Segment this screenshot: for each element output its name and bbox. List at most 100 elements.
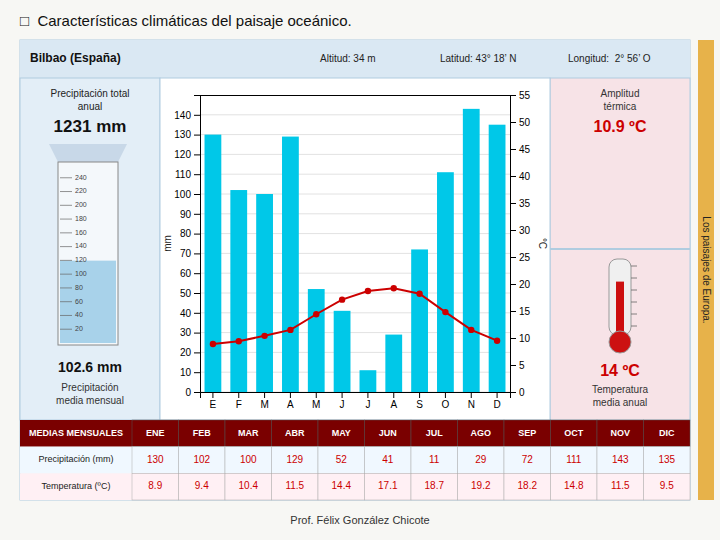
table-value: 8.9 [148,480,162,491]
table-value: 14.8 [564,480,584,491]
tick-label: 90 [180,209,192,220]
tick-mark [194,214,200,215]
table-header-cell [644,420,691,447]
tick-mark [510,257,516,258]
tick-mark [194,392,200,393]
table-cell [411,447,458,474]
bar [411,249,428,392]
tick-label: 40 [180,308,192,319]
tick-mark [194,372,200,373]
table-value: 129 [286,454,303,465]
tick-label: M [312,399,320,410]
table-header-cell [318,420,365,447]
tick: 35 [510,198,531,209]
thermometer-mercury [616,282,624,336]
gauge-scale-label: 60 [75,298,83,305]
amplitude: 10.9 ºC [594,118,647,135]
tick-label: 25 [519,252,531,263]
table-value: 14.4 [332,480,352,491]
tick-mark [342,392,343,398]
gauge-scale-label: 180 [75,215,87,222]
table-header-month: ENE [146,428,165,438]
thermometer-tube [609,259,631,335]
tick: 5 [510,360,525,371]
table-cell [504,447,551,474]
table-value: 18.7 [425,480,445,491]
table-header-month: JUN [379,428,397,438]
tick: 15 [510,306,531,317]
tick-mark [194,154,200,155]
tick-label: S [416,399,423,410]
tick-mark [264,392,265,398]
footer: Prof. Félix González Chicote [290,514,429,526]
gauge-scale-line [60,191,72,192]
precip-total-label: Precipitación total [51,88,130,99]
bar [489,125,506,392]
marker [391,285,397,291]
tick: 130 [174,129,200,140]
tick: 120 [174,149,200,160]
table-cell [365,473,412,500]
tick-mark [510,176,516,177]
gauge-scale-line [60,232,72,233]
tick: 110 [175,169,200,180]
tick-mark [510,203,516,204]
tick-label: F [236,399,242,410]
tick: 10 [180,367,200,378]
tick-label: 10 [180,367,192,378]
tick-label: 20 [180,347,192,358]
table-header-month: SEP [518,428,536,438]
table-cell [644,447,691,474]
gauge-scale-line [60,219,72,220]
precip-monthly-label: media mensual [56,395,124,406]
tick-mark [316,392,317,398]
table-cell [179,473,226,500]
gauge-scale-line [60,315,72,316]
tick: 50 [510,117,531,128]
y-axis-line [194,96,201,393]
tick: A [287,392,294,410]
table-cell [551,473,598,500]
latitude: Latitud: 43° 18’ N [440,53,516,64]
tick: 80 [180,228,200,239]
bar [282,137,299,392]
table-value: 11.5 [285,480,304,491]
tick-mark [194,333,200,334]
table-header-month: AGO [470,428,491,438]
tick-mark [510,149,516,150]
tick: 40 [180,308,200,319]
tick-label: 0 [519,387,525,398]
table-cell [411,473,458,500]
marker [468,327,474,333]
tick-mark [194,273,200,274]
tick-mark [471,392,472,398]
table-header-cell [458,420,505,447]
bar [256,194,273,392]
precip-monthly: 102.6 mm [58,359,122,375]
tick: 20 [180,347,200,358]
table-cell [225,447,272,474]
table-cell [458,447,505,474]
line [213,288,497,344]
x-axis: EFMAMJJASOND [201,392,511,410]
amplitude-label: térmica [604,101,637,112]
table-value: 111 [566,454,582,465]
tick: 140 [174,110,200,121]
table-cell [272,447,319,474]
tick: 100 [174,189,200,200]
gauge-scale-label: 40 [75,311,83,318]
table-cell [597,447,644,474]
tick-label: 70 [180,248,192,259]
title: □ Características climáticas del paisaje… [20,12,352,29]
tick-mark [194,253,200,254]
table-header-cell [551,420,598,447]
temp-annual-label: Temperatura [592,384,649,395]
table-header-month: ABR [285,428,305,438]
gauge-scale-line [60,329,72,330]
tick-mark [194,194,200,195]
page: □ Características climáticas del paisaje… [0,0,720,540]
tick: A [390,392,397,410]
top-bar [20,40,690,78]
marker [210,341,216,347]
table-value: 130 [147,454,164,465]
